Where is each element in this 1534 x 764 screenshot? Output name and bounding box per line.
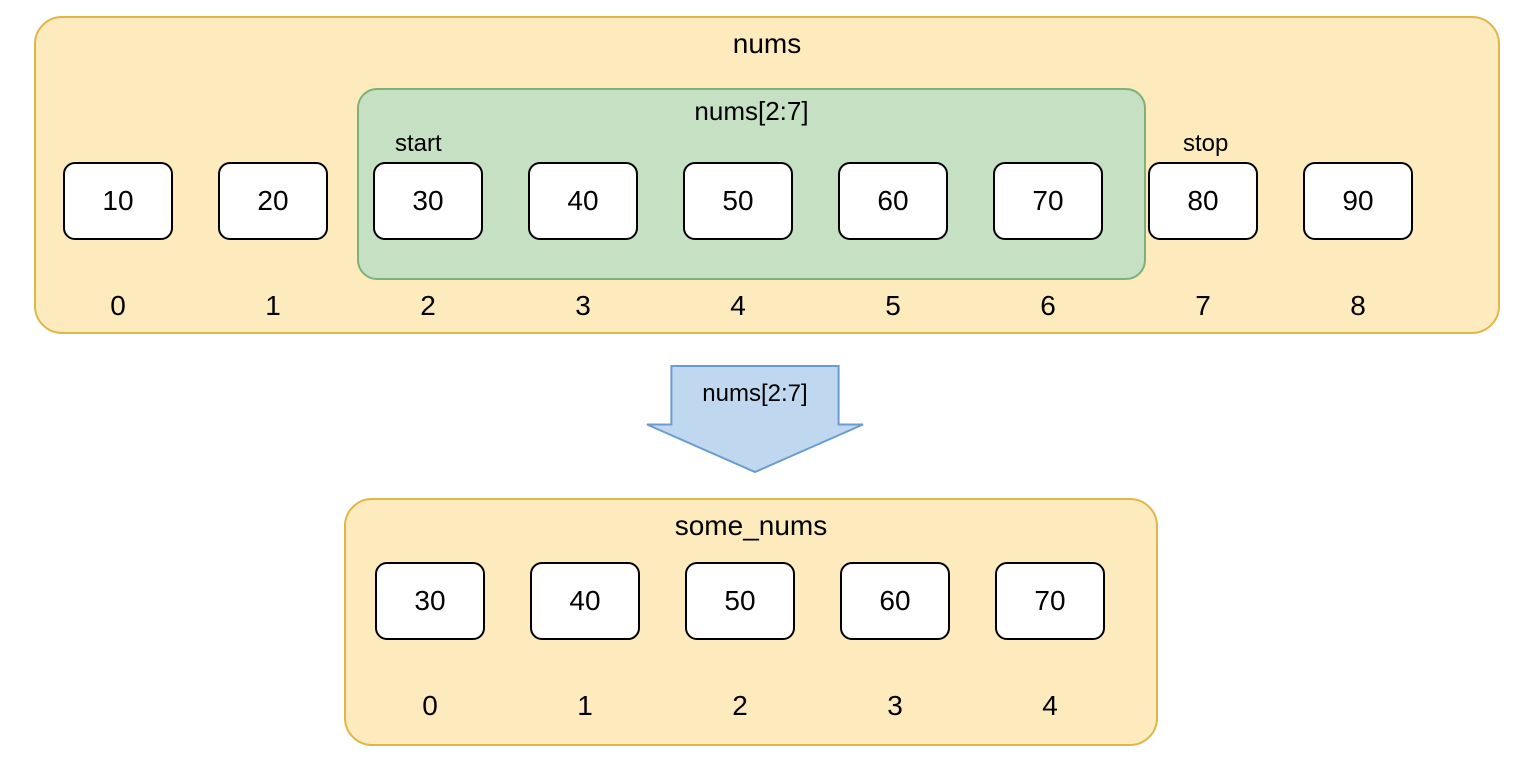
slice-title: nums[2:7] bbox=[359, 90, 1144, 127]
cell-value: 20 bbox=[257, 185, 288, 217]
nums-cell: 70 bbox=[993, 162, 1103, 240]
some-nums-index: 3 bbox=[840, 690, 950, 722]
stop-label: stop bbox=[1183, 130, 1228, 158]
some-nums-index: 4 bbox=[995, 690, 1105, 722]
nums-index: 1 bbox=[218, 290, 328, 322]
nums-cell: 10 bbox=[63, 162, 173, 240]
nums-index: 2 bbox=[373, 290, 483, 322]
nums-index: 7 bbox=[1148, 290, 1258, 322]
cell-value: 90 bbox=[1342, 185, 1373, 217]
some-nums-index: 1 bbox=[530, 690, 640, 722]
nums-cell: 20 bbox=[218, 162, 328, 240]
cell-value: 50 bbox=[722, 185, 753, 217]
cell-value: 80 bbox=[1187, 185, 1218, 217]
some-nums-cell: 30 bbox=[375, 562, 485, 640]
nums-index: 3 bbox=[528, 290, 638, 322]
cell-value: 60 bbox=[879, 585, 910, 617]
some-nums-cell: 60 bbox=[840, 562, 950, 640]
cell-value: 60 bbox=[877, 185, 908, 217]
arrow-label: nums[2:7] bbox=[645, 380, 865, 408]
cell-value: 40 bbox=[569, 585, 600, 617]
nums-cell: 80 bbox=[1148, 162, 1258, 240]
cell-value: 50 bbox=[724, 585, 755, 617]
some-nums-cell: 40 bbox=[530, 562, 640, 640]
nums-cell: 90 bbox=[1303, 162, 1413, 240]
cell-value: 40 bbox=[567, 185, 598, 217]
cell-value: 70 bbox=[1032, 185, 1063, 217]
nums-cell: 50 bbox=[683, 162, 793, 240]
nums-index: 8 bbox=[1303, 290, 1413, 322]
nums-index: 0 bbox=[63, 290, 173, 322]
start-label: start bbox=[395, 130, 442, 158]
arrow: nums[2:7] bbox=[645, 364, 865, 474]
some-nums-cell: 50 bbox=[685, 562, 795, 640]
some-nums-cell: 70 bbox=[995, 562, 1105, 640]
nums-cell: 60 bbox=[838, 162, 948, 240]
nums-cell: 40 bbox=[528, 162, 638, 240]
nums-index: 4 bbox=[683, 290, 793, 322]
some-nums-index: 2 bbox=[685, 690, 795, 722]
nums-cell: 30 bbox=[373, 162, 483, 240]
some-nums-title: some_nums bbox=[346, 500, 1156, 542]
cell-value: 10 bbox=[102, 185, 133, 217]
nums-index: 6 bbox=[993, 290, 1103, 322]
cell-value: 70 bbox=[1034, 585, 1065, 617]
nums-title: nums bbox=[36, 18, 1498, 60]
cell-value: 30 bbox=[412, 185, 443, 217]
cell-value: 30 bbox=[414, 585, 445, 617]
some-nums-index: 0 bbox=[375, 690, 485, 722]
nums-index: 5 bbox=[838, 290, 948, 322]
